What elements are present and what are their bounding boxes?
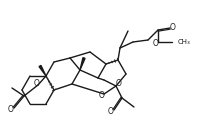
- Text: O: O: [170, 22, 176, 32]
- Text: O: O: [8, 104, 14, 114]
- Text: O: O: [108, 106, 114, 115]
- Text: O: O: [116, 80, 122, 89]
- Text: O: O: [153, 39, 159, 49]
- Polygon shape: [80, 58, 85, 70]
- Text: O: O: [99, 90, 105, 100]
- Text: O: O: [34, 78, 40, 87]
- Text: CH₃: CH₃: [178, 39, 191, 45]
- Polygon shape: [39, 65, 46, 76]
